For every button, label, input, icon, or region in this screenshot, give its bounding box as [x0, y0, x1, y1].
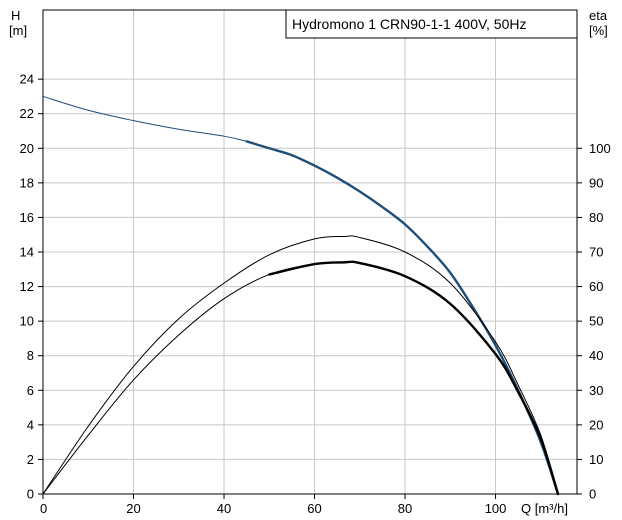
x-axis-ticks: 0 20 40 60 80 100	[40, 494, 506, 516]
right-axis-ticks: 0 10 20 30 40 50 60 70 80 90 100	[577, 141, 611, 502]
right-axis-title: eta	[589, 8, 608, 23]
right-tick-label: 30	[589, 383, 603, 398]
x-tick-label: 0	[40, 501, 47, 516]
x-tick-label: 20	[126, 501, 140, 516]
right-tick-label: 90	[589, 175, 603, 190]
right-tick-label: 80	[589, 210, 603, 225]
right-tick-label: 50	[589, 314, 603, 329]
curves	[42, 95, 560, 496]
x-tick-label: 100	[485, 501, 507, 516]
left-axis-unit: [m]	[9, 23, 27, 38]
right-tick-label: 40	[589, 348, 603, 363]
legend-box	[285, 9, 578, 39]
left-axis-title: H	[11, 8, 20, 23]
right-tick-label: 20	[589, 417, 603, 432]
left-tick-label: 16	[20, 210, 34, 225]
curve-2-operating-range	[268, 260, 560, 496]
left-tick-label: 18	[20, 175, 34, 190]
left-tick-label: 6	[27, 383, 34, 398]
left-tick-label: 8	[27, 348, 34, 363]
right-tick-label: 60	[589, 279, 603, 294]
left-tick-label: 12	[20, 279, 34, 294]
left-tick-label: 24	[20, 72, 34, 87]
left-tick-label: 14	[20, 245, 34, 260]
left-tick-label: 22	[20, 106, 34, 121]
curve-1	[42, 235, 559, 495]
left-tick-label: 4	[27, 417, 34, 432]
x-axis-title: Q [m³/h]	[521, 501, 568, 516]
x-tick-label: 40	[217, 501, 231, 516]
right-axis-unit: [%]	[589, 23, 608, 38]
left-tick-label: 10	[20, 314, 34, 329]
left-tick-label: 0	[27, 487, 34, 502]
x-tick-label: 80	[398, 501, 412, 516]
right-tick-label: 70	[589, 245, 603, 260]
chart-title: Hydromono 1 CRN90-1-1 400V, 50Hz	[292, 16, 527, 32]
right-tick-label: 100	[589, 141, 611, 156]
grid-lines	[43, 10, 577, 494]
left-tick-label: 20	[20, 141, 34, 156]
right-tick-label: 0	[589, 487, 596, 502]
curve-0-operating-range	[245, 140, 560, 496]
right-tick-label: 10	[589, 452, 603, 467]
left-tick-label: 2	[27, 452, 34, 467]
x-tick-label: 60	[307, 501, 321, 516]
